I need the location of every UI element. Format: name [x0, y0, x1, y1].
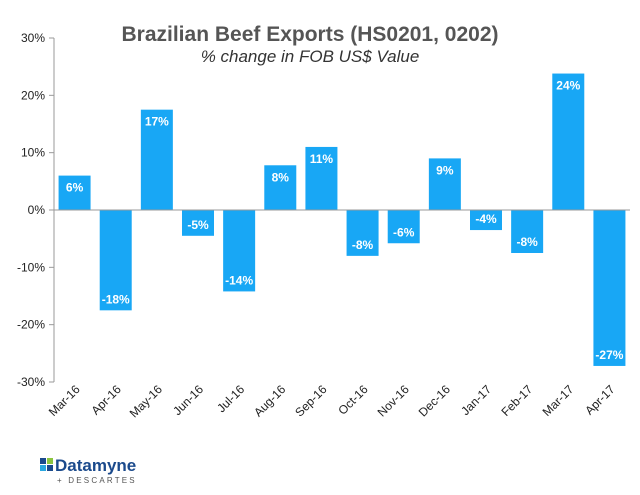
x-tick-label: Jan-17: [458, 382, 494, 418]
bar: [182, 210, 214, 236]
data-label: 17%: [145, 115, 169, 129]
y-tick-label: 20%: [21, 88, 45, 102]
x-tick-label: Mar-16: [46, 382, 83, 419]
x-tick-label: Nov-16: [375, 382, 412, 419]
data-label: -14%: [225, 273, 253, 287]
logo-mark-icon: [40, 458, 53, 471]
bar: [387, 210, 420, 244]
x-tick-label: Sep-16: [292, 382, 329, 419]
y-tick-label: -30%: [17, 375, 45, 389]
bar: [593, 210, 626, 366]
chart-subtitle: % change in FOB US$ Value: [201, 47, 420, 66]
x-tick-label: Dec-16: [416, 382, 453, 419]
data-label: 8%: [272, 170, 290, 184]
x-tick-label: Mar-17: [540, 382, 577, 419]
bar: [511, 210, 544, 253]
data-label: 6%: [66, 181, 84, 195]
bar: [305, 146, 338, 210]
bar: [58, 175, 91, 210]
x-tick-label: Jun-16: [170, 382, 206, 418]
x-axis: Mar-16 Apr-16 May-16 Jun-16 Jul-16 Aug-16 Sep-…: [46, 382, 618, 420]
data-label: -8%: [516, 235, 538, 249]
x-tick-label: Apr-16: [88, 382, 124, 418]
y-tick-label: -10%: [17, 260, 45, 274]
datamyne-logo: Datamyne + DESCARTES: [40, 456, 137, 485]
bar: [428, 158, 461, 210]
data-label: -8%: [352, 238, 374, 252]
data-label: -6%: [393, 225, 415, 239]
chart-title: Brazilian Beef Exports (HS0201, 0202): [122, 23, 499, 46]
data-label: 11%: [310, 152, 334, 166]
data-label: -27%: [595, 348, 623, 362]
bar: [99, 210, 132, 311]
data-label: 24%: [556, 79, 580, 93]
x-tick-label: Apr-17: [582, 382, 618, 418]
logo-tagline: + DESCARTES: [57, 476, 137, 485]
data-label: -5%: [187, 218, 209, 232]
x-tick-label: Jul-16: [214, 382, 247, 415]
y-tick-label: 0%: [28, 203, 46, 217]
bar: [470, 210, 502, 231]
x-tick-label: Feb-17: [498, 382, 535, 419]
x-tick-label: Aug-16: [251, 382, 288, 419]
data-label: -18%: [102, 292, 130, 306]
y-tick-label: 30%: [21, 31, 45, 45]
y-tick-label: 10%: [21, 146, 45, 160]
bar: [223, 210, 256, 292]
data-label: 9%: [436, 163, 454, 177]
bar: [264, 165, 297, 210]
x-tick-label: Oct-16: [335, 382, 371, 418]
logo-name: Datamyne: [55, 456, 136, 475]
bar: [140, 109, 173, 210]
y-axis: -30% -20% -10% 0% 10% 20% 30%: [17, 31, 54, 389]
bars-group: 6% -18% 17% -5% -14% 8% 11% -8% -6% 9% -4% -8% 24% -2…: [58, 73, 626, 366]
data-label: -4%: [475, 212, 497, 226]
bar: [346, 210, 379, 256]
x-tick-label: May-16: [127, 382, 165, 420]
y-tick-label: -20%: [17, 318, 45, 332]
bar: [552, 73, 585, 211]
